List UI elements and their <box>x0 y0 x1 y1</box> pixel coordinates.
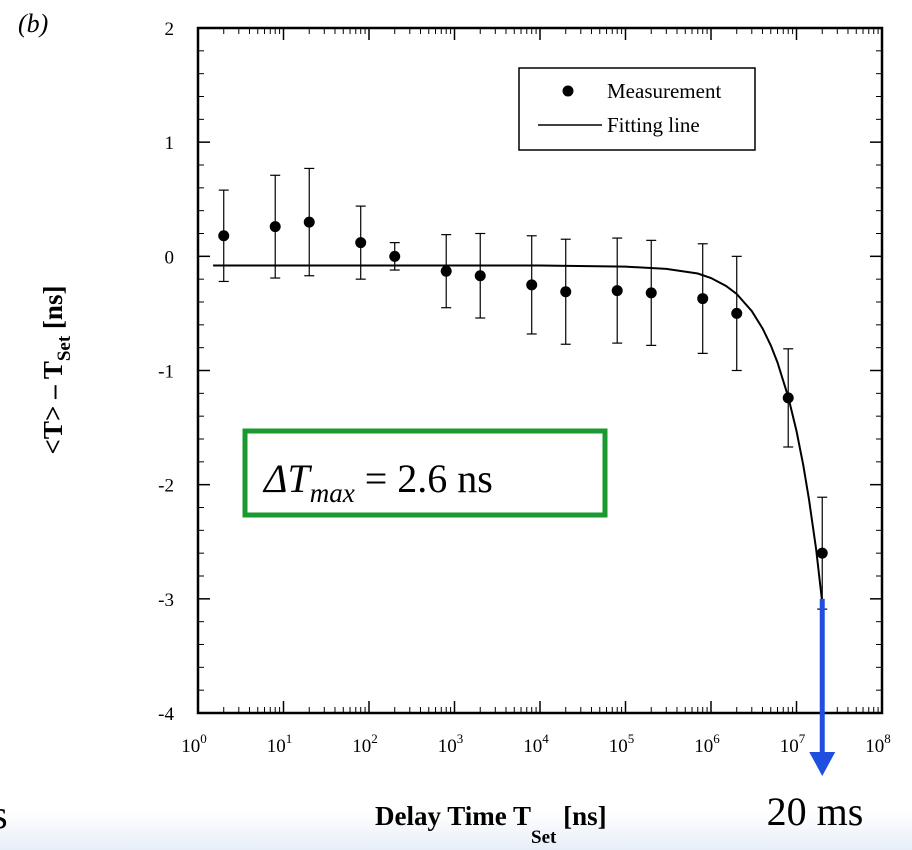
x-tick-label: 100 <box>181 731 207 757</box>
legend: Measurement Fitting line <box>518 67 756 151</box>
x-tick-base: 10 <box>181 736 200 757</box>
annotation-layer: ΔTmax = 2.6 ns 20 ms <box>242 428 864 834</box>
y-tick-label: 0 <box>165 247 175 268</box>
x-tick-exponent: 7 <box>799 731 806 746</box>
delta-t-text: ΔTmax = 2.6 ns <box>262 456 493 508</box>
x-tick-exponent: 2 <box>371 731 378 746</box>
cut-off-text: s <box>0 792 8 837</box>
x-tick-label: 103 <box>438 731 464 757</box>
arrow-head <box>809 752 836 776</box>
delta-t-symbol: ΔT <box>262 456 312 501</box>
y-axis-title: <T> – TSet [ns] <box>38 286 75 455</box>
legend-marker-point <box>562 85 574 97</box>
x-tick-label: 105 <box>609 731 635 757</box>
y-axis-title-unit: [ns] <box>38 286 68 336</box>
delta-t-box <box>242 428 608 518</box>
x-tick-exponent: 5 <box>628 731 635 746</box>
y-tick-label: -4 <box>158 704 174 725</box>
data-point <box>697 293 709 305</box>
x-tick-base: 10 <box>523 736 542 757</box>
plot-frame <box>196 26 884 715</box>
x-tick-exponent: 0 <box>200 731 207 746</box>
panel-label: (b) <box>18 9 48 38</box>
data-point <box>816 547 828 559</box>
delta-t-value: = 2.6 ns <box>355 456 493 501</box>
x-tick-exponent: 6 <box>713 731 720 746</box>
x-tick-base: 10 <box>352 736 371 757</box>
x-tick-label: 106 <box>694 731 720 757</box>
x-tick-exponent: 1 <box>286 731 293 746</box>
x-tick-base: 10 <box>865 736 884 757</box>
y-axis-title-main: <T> – T <box>38 361 68 454</box>
data-point <box>526 279 538 291</box>
arrow-label: 20 ms <box>767 789 864 834</box>
data-point <box>731 307 743 319</box>
legend-label: Fitting line <box>607 113 700 137</box>
data-point <box>218 230 230 242</box>
legend-label: Measurement <box>607 79 721 103</box>
x-axis-title-main: Delay Time T <box>375 801 531 831</box>
x-axis-title-unit: [ns] <box>556 801 606 831</box>
x-axis-title: Delay Time TSet [ns] <box>375 801 607 848</box>
y-tick-label: 2 <box>165 19 175 40</box>
data-point <box>269 221 281 233</box>
x-tick-label: 107 <box>780 731 806 757</box>
y-tick-label: -3 <box>158 590 174 611</box>
y-tick-label: 1 <box>165 133 175 154</box>
x-tick-label: 104 <box>523 731 549 757</box>
data-point <box>355 237 367 249</box>
x-tick-base: 10 <box>438 736 457 757</box>
x-axis-title-sub: Set <box>531 827 557 848</box>
legend-box <box>518 67 756 151</box>
x-tick-exponent: 8 <box>884 731 891 746</box>
y-tick-label: -2 <box>158 476 174 497</box>
data-point <box>611 285 623 297</box>
label-layer: 100 101 102 103 104 105 106 107 108210-1-2-3-4(b… <box>0 9 891 848</box>
y-axis-title-sub: Set <box>54 335 75 361</box>
data-point <box>389 250 401 262</box>
data-point <box>782 392 794 404</box>
x-tick-base: 10 <box>267 736 286 757</box>
data-point <box>560 286 572 298</box>
delta-t-subscript: max <box>310 478 355 508</box>
series-layer <box>213 167 828 610</box>
x-tick-exponent: 4 <box>542 731 549 746</box>
x-tick-label: 108 <box>865 731 891 757</box>
y-tick-label: -1 <box>158 362 174 383</box>
data-point <box>645 287 657 299</box>
x-tick-exponent: 3 <box>457 731 464 746</box>
x-tick-base: 10 <box>609 736 628 757</box>
x-tick-base: 10 <box>694 736 713 757</box>
x-tick-label: 101 <box>267 731 293 757</box>
x-tick-base: 10 <box>780 736 799 757</box>
data-point <box>440 265 452 277</box>
data-point <box>474 270 486 282</box>
x-tick-label: 102 <box>352 731 378 757</box>
data-point <box>303 216 315 228</box>
bottom-band <box>0 812 912 850</box>
